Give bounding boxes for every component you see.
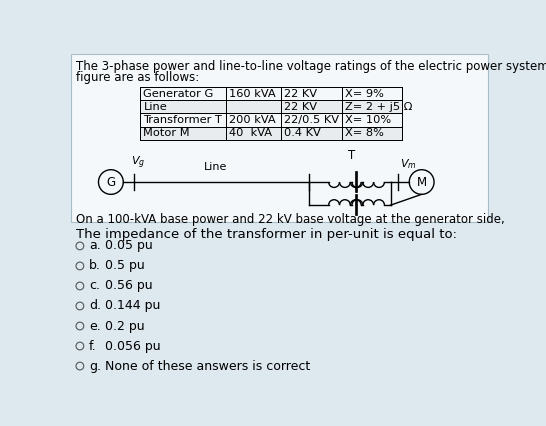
- Text: 0.4 KV: 0.4 KV: [284, 128, 321, 138]
- Text: $V_g$: $V_g$: [131, 155, 145, 171]
- Text: T: T: [347, 149, 355, 162]
- Text: G: G: [106, 176, 115, 189]
- Text: 22/0.5 KV: 22/0.5 KV: [284, 115, 340, 125]
- Text: M: M: [417, 176, 427, 189]
- Text: e.: e.: [89, 320, 101, 333]
- Text: 40  kVA: 40 kVA: [229, 128, 272, 138]
- Text: Transformer T: Transformer T: [144, 115, 222, 125]
- Text: X= 10%: X= 10%: [345, 115, 391, 125]
- Text: $V_m$: $V_m$: [400, 158, 417, 171]
- Text: Z= 2 + j5 Ω: Z= 2 + j5 Ω: [345, 102, 412, 112]
- Text: 22 KV: 22 KV: [284, 89, 317, 99]
- Text: 0.5 pu: 0.5 pu: [105, 259, 145, 273]
- Text: 0.056 pu: 0.056 pu: [105, 340, 161, 353]
- Text: Motor M: Motor M: [144, 128, 190, 138]
- Text: The impedance of the transformer in per-unit is equal to:: The impedance of the transformer in per-…: [76, 228, 457, 241]
- Text: 160 kVA: 160 kVA: [229, 89, 275, 99]
- Text: f.: f.: [89, 340, 97, 353]
- Text: g.: g.: [89, 360, 101, 373]
- Text: d.: d.: [89, 299, 101, 313]
- Bar: [140, 127, 402, 140]
- Text: On a 100-kVA base power and 22 kV base voltage at the generator side,: On a 100-kVA base power and 22 kV base v…: [76, 213, 505, 226]
- Text: Line: Line: [204, 162, 227, 172]
- Text: 0.05 pu: 0.05 pu: [105, 239, 153, 253]
- Bar: [140, 101, 402, 113]
- Text: 0.2 pu: 0.2 pu: [105, 320, 145, 333]
- Text: X= 9%: X= 9%: [345, 89, 384, 99]
- FancyBboxPatch shape: [72, 54, 488, 222]
- Text: c.: c.: [89, 279, 100, 293]
- Text: None of these answers is correct: None of these answers is correct: [105, 360, 311, 373]
- Bar: [140, 87, 402, 101]
- Text: a.: a.: [89, 239, 101, 253]
- Text: 0.144 pu: 0.144 pu: [105, 299, 161, 313]
- Text: 22 KV: 22 KV: [284, 102, 317, 112]
- Text: figure are as follows:: figure are as follows:: [76, 71, 199, 84]
- Text: 0.56 pu: 0.56 pu: [105, 279, 153, 293]
- Text: X= 8%: X= 8%: [345, 128, 384, 138]
- Bar: [140, 113, 402, 127]
- Text: Generator G: Generator G: [144, 89, 213, 99]
- Text: Line: Line: [144, 102, 167, 112]
- Text: 200 kVA: 200 kVA: [229, 115, 275, 125]
- Text: b.: b.: [89, 259, 101, 273]
- Text: The 3-phase power and line-to-line voltage ratings of the electric power system : The 3-phase power and line-to-line volta…: [76, 60, 546, 73]
